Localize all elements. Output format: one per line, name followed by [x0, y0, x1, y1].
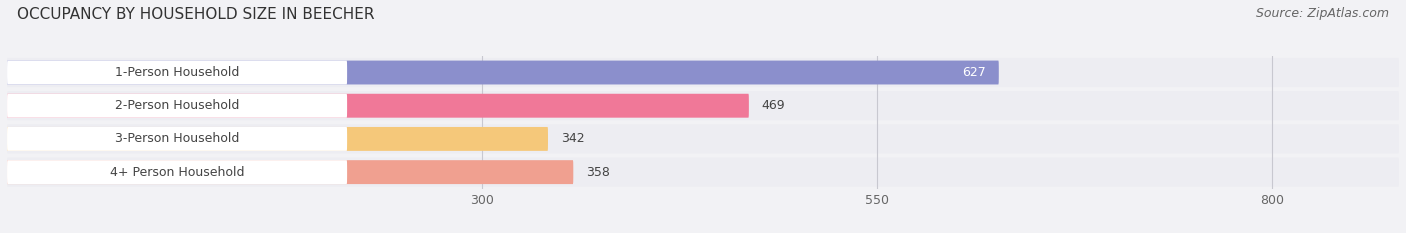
FancyBboxPatch shape — [7, 160, 574, 184]
FancyBboxPatch shape — [7, 94, 749, 118]
Text: 4+ Person Household: 4+ Person Household — [110, 166, 245, 179]
FancyBboxPatch shape — [7, 127, 548, 151]
FancyBboxPatch shape — [7, 160, 347, 184]
FancyBboxPatch shape — [7, 91, 1399, 120]
Text: 627: 627 — [962, 66, 986, 79]
FancyBboxPatch shape — [7, 158, 1399, 187]
Text: 2-Person Household: 2-Person Household — [115, 99, 239, 112]
Text: 342: 342 — [561, 132, 585, 145]
FancyBboxPatch shape — [7, 58, 1399, 87]
Text: 358: 358 — [586, 166, 610, 179]
Text: 469: 469 — [762, 99, 785, 112]
Text: OCCUPANCY BY HOUSEHOLD SIZE IN BEECHER: OCCUPANCY BY HOUSEHOLD SIZE IN BEECHER — [17, 7, 374, 22]
FancyBboxPatch shape — [7, 94, 347, 118]
Text: Source: ZipAtlas.com: Source: ZipAtlas.com — [1256, 7, 1389, 20]
FancyBboxPatch shape — [7, 124, 1399, 154]
Text: 1-Person Household: 1-Person Household — [115, 66, 239, 79]
FancyBboxPatch shape — [7, 61, 347, 85]
Text: 3-Person Household: 3-Person Household — [115, 132, 239, 145]
FancyBboxPatch shape — [7, 127, 347, 151]
FancyBboxPatch shape — [7, 61, 998, 85]
